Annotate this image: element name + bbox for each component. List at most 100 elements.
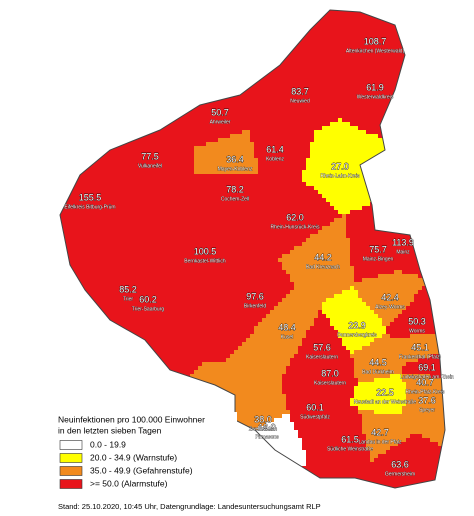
district-area [210, 214, 258, 218]
district-area [302, 490, 354, 494]
district-value: 97.6 [246, 291, 264, 301]
district-area [250, 430, 298, 434]
district-area [354, 490, 456, 494]
district-area [60, 282, 142, 286]
district-area [250, 134, 314, 138]
district-area [410, 302, 445, 306]
district-area [402, 366, 445, 370]
district-area [294, 282, 354, 286]
district-area [266, 370, 286, 374]
district-area [410, 434, 422, 438]
district-area [322, 42, 445, 46]
district-area [178, 274, 230, 278]
district-area [60, 234, 130, 238]
district-area [60, 34, 122, 38]
district-area [194, 370, 266, 374]
district-area [202, 350, 234, 354]
district-area [60, 358, 106, 362]
district-area [110, 158, 194, 162]
district-area [362, 206, 378, 210]
district-value: 63.6 [391, 459, 409, 469]
district-value: 60.2 [139, 294, 157, 304]
district-area [142, 66, 250, 70]
district-area [402, 178, 445, 182]
district-name: Trier [123, 296, 133, 302]
district-area [306, 458, 370, 462]
district-area [318, 438, 366, 442]
district-area [266, 110, 338, 114]
district-area [178, 122, 254, 126]
district-area [60, 138, 94, 142]
district-area [286, 366, 302, 370]
district-value: 62.0 [286, 212, 304, 222]
district-area [60, 326, 122, 330]
district-area [298, 6, 456, 10]
district-area [130, 46, 246, 50]
district-area [302, 242, 350, 246]
district-area [378, 314, 398, 318]
district-area [60, 98, 66, 102]
district-area [182, 194, 270, 198]
district-area [110, 350, 202, 354]
district-area [298, 346, 346, 350]
district-area [442, 350, 445, 354]
district-value: 48.4 [278, 322, 296, 332]
district-area [122, 178, 190, 182]
district-area [60, 202, 138, 206]
district-area [290, 418, 338, 422]
district-area [318, 298, 326, 302]
district-area [98, 146, 194, 150]
district-area [150, 218, 218, 222]
district-value: 50.3 [408, 316, 426, 326]
district-area [318, 34, 445, 38]
district-area [190, 178, 266, 182]
district-area [386, 190, 445, 194]
district-area [390, 446, 445, 450]
district-name: Rhein-Hunsrück-Kreis [271, 224, 320, 230]
district-value: 57.6 [313, 342, 331, 352]
district-area [178, 386, 282, 390]
district-area [190, 290, 214, 294]
district-area [386, 222, 445, 226]
district-area [338, 94, 445, 98]
district-area [60, 274, 146, 278]
district-area [370, 450, 386, 454]
district-area [60, 178, 122, 182]
district-area [206, 142, 254, 146]
district-area [374, 378, 402, 382]
district-area [250, 130, 314, 134]
district-area [282, 262, 350, 266]
district-area [194, 154, 254, 158]
district-area [286, 118, 338, 122]
district-area [60, 198, 134, 202]
district-area [218, 218, 258, 222]
district-area [50, 6, 106, 10]
district-area [342, 338, 374, 342]
district-area [322, 226, 346, 230]
district-area [338, 66, 445, 70]
district-area [246, 254, 274, 258]
district-area [394, 262, 445, 266]
district-value: 27.0 [331, 161, 349, 171]
district-area [298, 378, 358, 382]
district-area [230, 134, 250, 138]
district-area [286, 402, 350, 406]
district-area [414, 298, 445, 302]
district-area [110, 242, 154, 246]
district-area [78, 254, 158, 258]
district-value: 40.7 [416, 377, 434, 387]
district-area [310, 22, 445, 26]
district-area [250, 66, 338, 70]
district-area [202, 210, 262, 214]
district-area [146, 278, 178, 282]
district-area [238, 18, 306, 22]
district-area [86, 394, 166, 398]
district-area [250, 126, 302, 130]
district-area [86, 126, 182, 130]
district-area [326, 430, 362, 434]
district-area [310, 446, 366, 450]
district-area [398, 266, 445, 270]
district-area [362, 430, 414, 434]
district-value: 61.4 [266, 144, 284, 154]
district-area [130, 306, 202, 310]
